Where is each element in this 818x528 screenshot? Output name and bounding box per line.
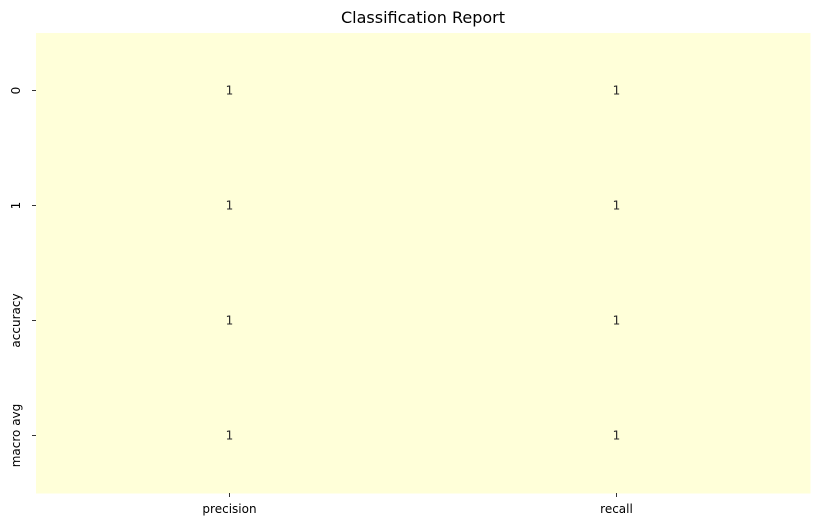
cell-value-label: 1 [613,314,621,328]
heatmap-cell-3-0 [36,378,424,494]
cell-value-label: 1 [613,199,621,213]
x-tick-label: precision [202,502,256,516]
y-tick-label: 1 [9,202,23,210]
cell-value-label: 1 [613,84,621,98]
y-axis: 0 1 accuracy macro avg [9,87,36,468]
cell-value-label: 1 [226,314,234,328]
x-tick-label: recall [600,502,633,516]
heatmap-cell-2-1 [423,263,811,379]
heatmap-cell-2-0 [36,263,424,379]
heatmap-cells [36,33,811,494]
heatmap-cell-labels: 1 1 1 1 1 1 1 1 [226,84,621,443]
cell-value-label: 1 [613,429,621,443]
x-axis: precision recall [202,493,633,516]
heatmap-cell-3-1 [423,378,811,494]
heatmap-cell-1-0 [36,148,424,264]
cell-value-label: 1 [226,199,234,213]
heatmap-cell-1-1 [423,148,811,264]
y-tick-label: accuracy [9,293,23,347]
y-tick-label: macro avg [9,404,23,468]
heatmap-cell-0-0 [36,33,424,149]
y-tick-label: 0 [9,87,23,95]
cell-value-label: 1 [226,84,234,98]
heatmap-cell-0-1 [423,33,811,149]
cell-value-label: 1 [226,429,234,443]
chart-title: Classification Report [341,8,505,27]
